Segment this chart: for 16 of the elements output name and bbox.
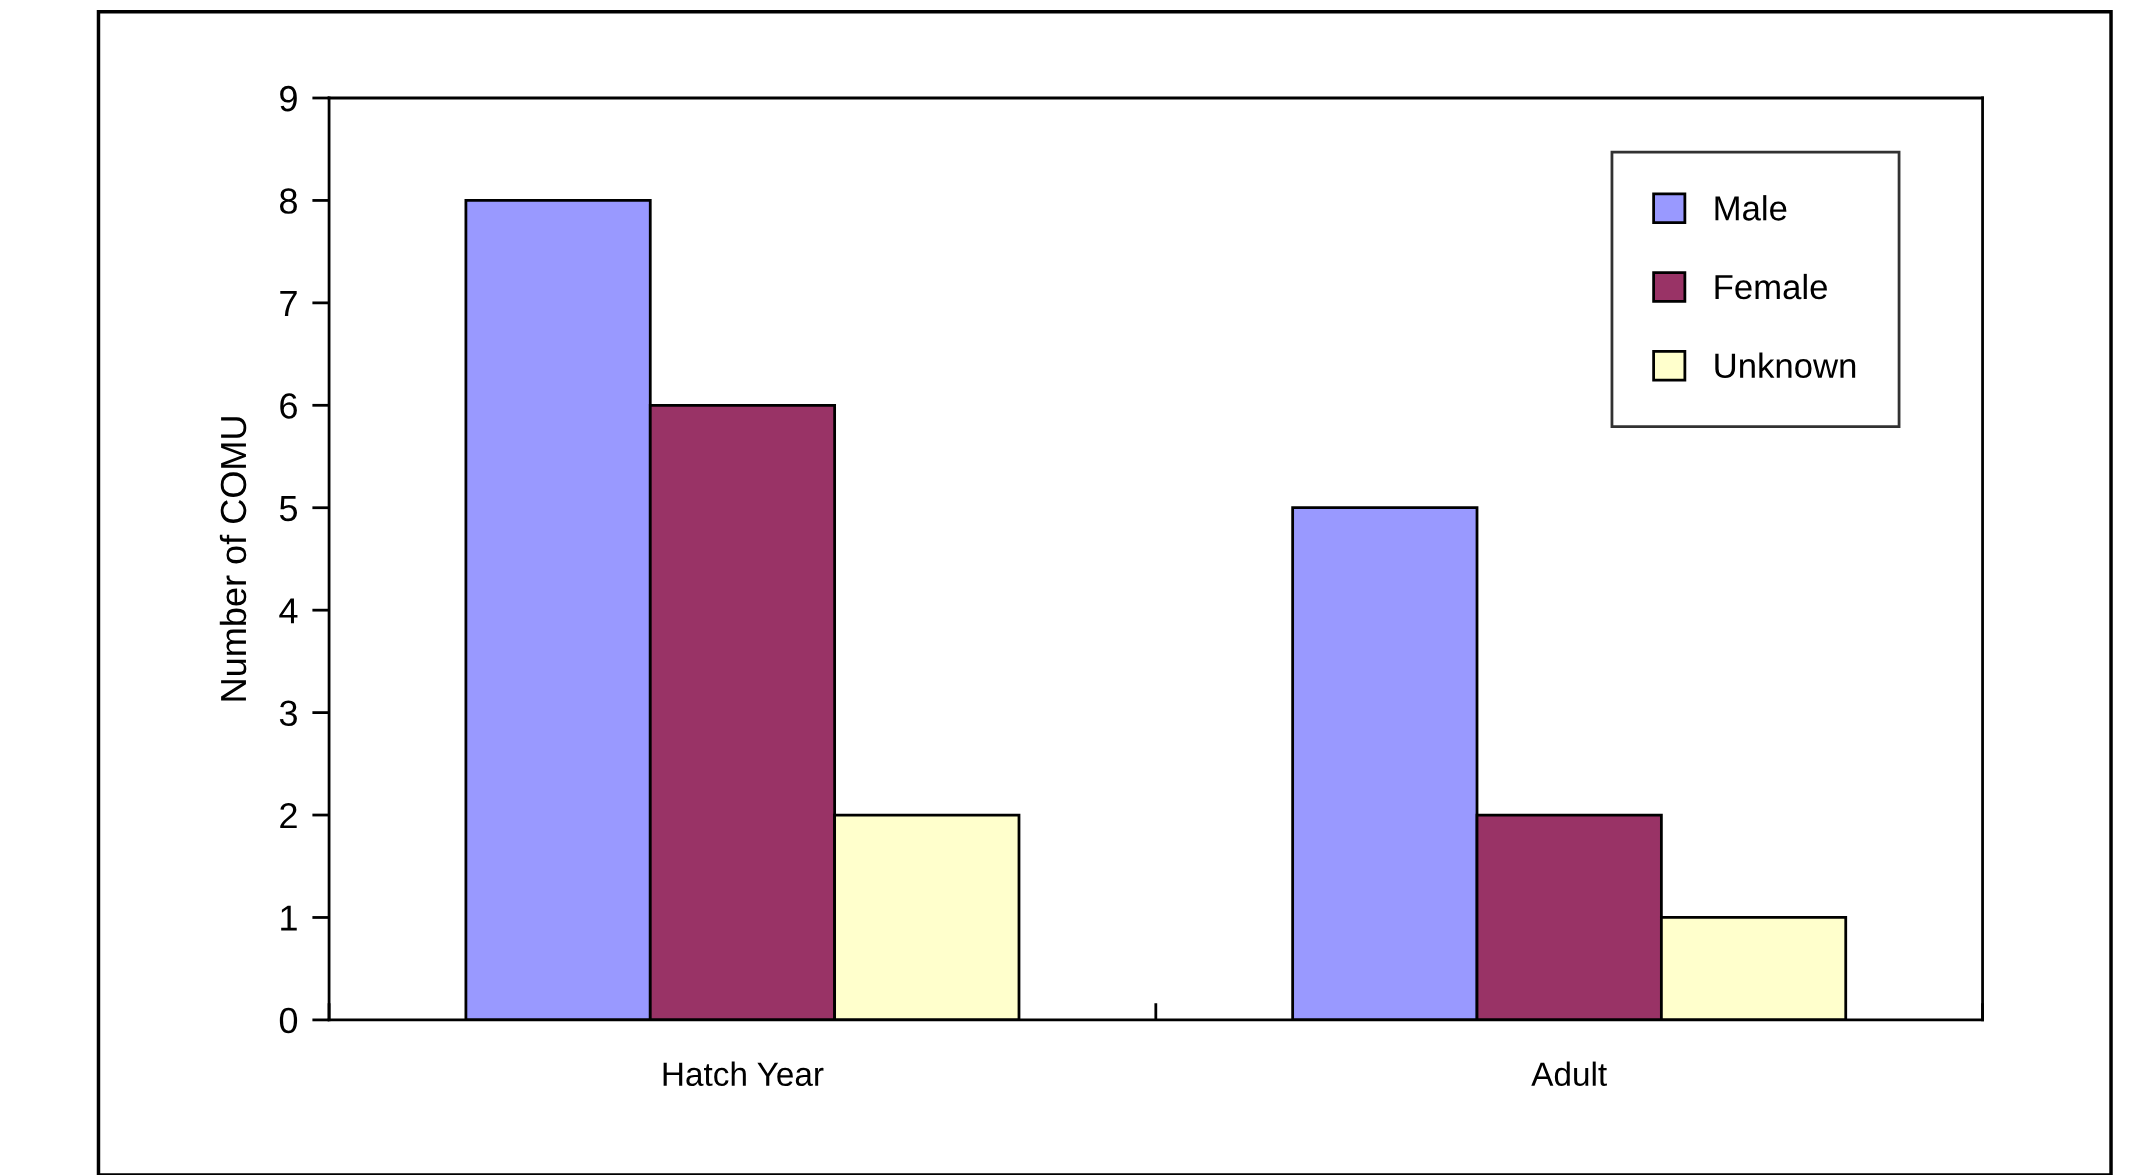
y-tick-label: 2 [280, 802, 297, 829]
x-tick-label: Hatch Year [663, 1061, 824, 1087]
x-tick-label: Adult [1531, 1061, 1607, 1087]
legend-label: Unknown [1715, 352, 1856, 379]
legend-label: Male [1715, 195, 1787, 221]
y-tick-label: 0 [279, 1007, 298, 1034]
y-tick-label: 5 [279, 495, 297, 522]
y-tick-label: 1 [281, 905, 297, 931]
y-tick-label: 3 [279, 700, 297, 727]
y-tick-label: 4 [279, 598, 298, 624]
y-axis-title: Number of COMU [219, 417, 247, 701]
y-tick-label: 9 [280, 85, 297, 112]
y-tick-label: 7 [280, 291, 297, 316]
legend-label: Female [1715, 273, 1827, 300]
y-tick-label: 8 [280, 188, 297, 214]
y-tick-label: 6 [280, 393, 297, 419]
